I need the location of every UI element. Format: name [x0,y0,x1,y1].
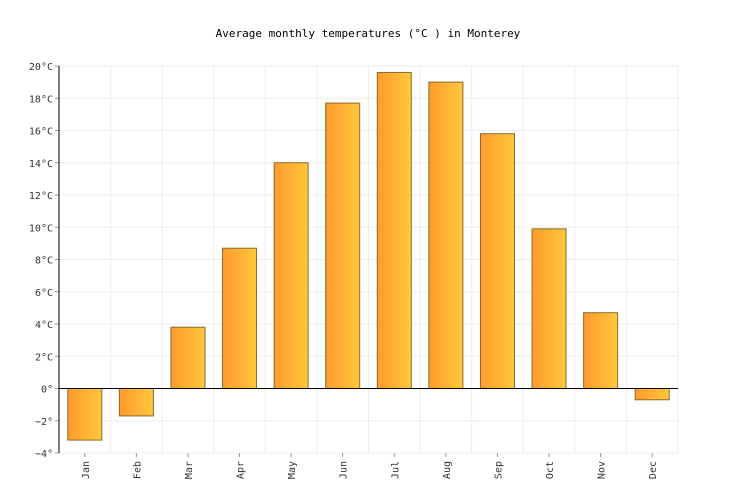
bar-jan [67,388,103,441]
bars [67,71,670,441]
y-tick-label: 14°C [29,159,53,170]
bar-may [273,162,309,389]
bar-apr [222,247,258,389]
y-axis-ticks: −4° −2° 0° 2°C 4°C 6°C 8°C 10°C 12°C 14°C 16°C 18°C… [29,62,59,460]
x-tick-label: Jan [81,461,92,479]
bar-oct [531,228,567,389]
y-tick-label: 12°C [29,191,53,202]
bar-dec [634,388,670,401]
y-tick-label: 4°C [35,320,53,331]
y-tick-label: 0° [41,385,53,396]
x-tick-label: Aug [442,461,453,479]
bar-nov [583,312,619,389]
axes [58,66,678,453]
x-tick-label: Oct [545,461,556,479]
chart-title: Average monthly temperatures (°C ) in Mo… [216,27,521,40]
y-tick-label: 6°C [35,288,53,299]
x-tick-label: Apr [236,461,247,479]
bar-feb [118,388,154,417]
x-tick-label: Sep [493,461,504,479]
y-tick-label: 18°C [29,94,53,105]
x-tick-label: Jul [390,461,401,479]
bar-aug [428,81,464,389]
bar-mar [170,326,206,390]
x-axis-ticks: Jan Feb Mar Apr May Jun Jul Aug Sep Oct Nov Dec [81,453,659,479]
x-tick-label: Jun [339,461,350,479]
x-tick-label: May [287,461,298,479]
y-tick-label: −4° [35,449,53,460]
bar-sep [479,133,515,389]
y-tick-label: 10°C [29,223,53,234]
y-tick-label: 8°C [35,256,53,267]
x-tick-label: Dec [648,461,659,479]
x-tick-label: Nov [597,461,608,479]
y-tick-label: 16°C [29,127,53,138]
bar-jun [325,102,361,390]
bar-jul [376,71,412,389]
y-tick-label: −2° [35,417,53,428]
x-tick-label: Mar [184,461,195,479]
y-tick-label: 20°C [29,62,53,73]
y-tick-label: 2°C [35,352,53,363]
x-tick-label: Feb [132,461,143,479]
